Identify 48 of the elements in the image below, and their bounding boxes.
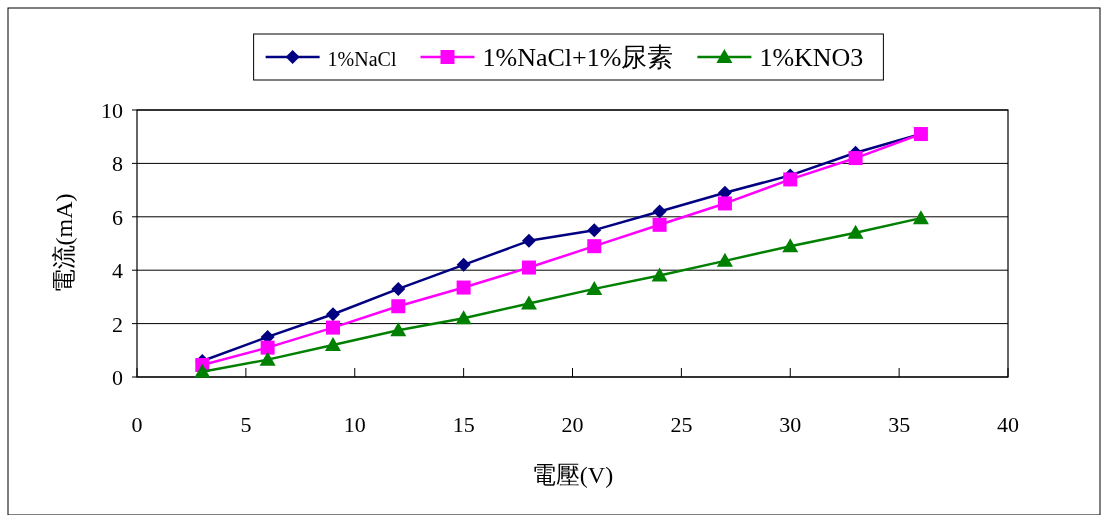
y-tick-label: 10 <box>101 98 123 123</box>
point <box>717 196 732 211</box>
point <box>456 257 471 272</box>
x-tick-label: 35 <box>888 412 911 437</box>
point <box>455 310 472 325</box>
point <box>325 320 340 335</box>
point <box>194 363 211 378</box>
point <box>521 233 536 248</box>
point <box>716 252 733 267</box>
point <box>783 172 798 187</box>
point <box>324 336 341 351</box>
legend-label: 1%KNO3 <box>759 43 864 72</box>
x-tick-label: 15 <box>452 412 475 437</box>
point <box>260 340 275 355</box>
legend-label: 1%NaCl <box>327 48 397 70</box>
point <box>847 224 864 239</box>
legend-label: 1%NaCl+1%尿素 <box>482 43 674 72</box>
x-tick-label: 25 <box>670 412 693 437</box>
point <box>456 280 471 295</box>
x-tick-label: 20 <box>561 412 584 437</box>
point <box>390 322 407 337</box>
point <box>325 307 340 322</box>
point <box>912 210 929 225</box>
point <box>586 280 603 295</box>
point <box>652 204 667 219</box>
y-tick-label: 6 <box>112 204 123 230</box>
y-axis-title: 電流(mA) <box>51 193 77 294</box>
point <box>652 217 667 232</box>
x-tick-label: 5 <box>240 412 252 437</box>
x-tick-label: 0 <box>131 412 143 437</box>
point <box>651 267 668 282</box>
point <box>391 299 406 314</box>
point <box>520 295 537 310</box>
x-tick-label: 30 <box>779 412 802 437</box>
point <box>259 351 276 366</box>
x-tick-label: 40 <box>997 412 1019 437</box>
point <box>848 151 863 166</box>
point <box>521 260 536 275</box>
point <box>391 281 406 296</box>
x-axis-title: 電壓(V) <box>531 462 614 488</box>
point <box>587 239 602 254</box>
x-tick-label: 10 <box>343 412 366 437</box>
y-tick-label: 8 <box>112 151 123 177</box>
point <box>587 223 602 238</box>
y-tick-label: 4 <box>112 258 123 284</box>
y-tick-label: 2 <box>112 311 123 337</box>
y-tick-label: 0 <box>112 365 123 390</box>
point <box>782 238 799 253</box>
